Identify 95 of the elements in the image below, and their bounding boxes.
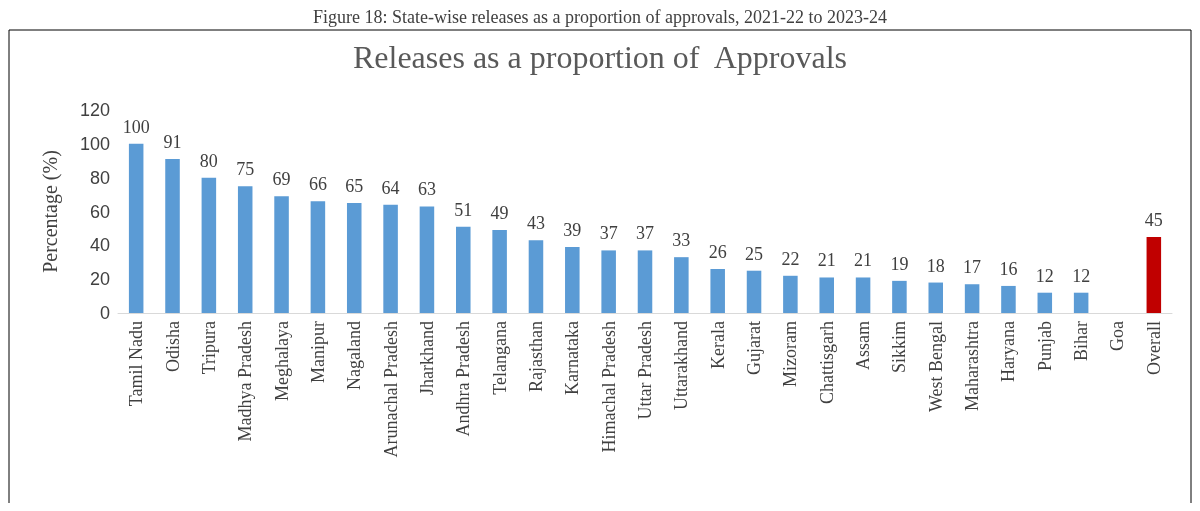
x-tick-label: Tripura [198,320,219,375]
x-tick-label: Telangana [489,321,510,395]
bar [237,186,253,313]
bar [165,159,180,313]
x-tick-label: Nagaland [344,321,365,390]
bar [128,143,144,313]
y-tick-label: 40 [89,235,110,256]
y-tick-label: 0 [99,303,110,323]
bar [419,206,435,313]
bar [310,201,326,313]
data-label: 21 [854,250,873,271]
x-tick-label: Kerala [707,321,728,369]
x-tick-label: Meghalaya [271,321,292,401]
data-label: 37 [636,223,654,244]
data-label: 80 [199,150,218,171]
data-label: 19 [890,253,909,274]
x-tick-label: Bihar [1071,321,1092,361]
bar [1001,285,1016,313]
x-tick-label: Himachal Pradesh [598,321,619,453]
data-label: 26 [708,242,727,263]
data-label: 43 [526,213,545,234]
x-tick-label: Punjab [1034,321,1055,372]
x-tick-label: Overall [1143,321,1164,375]
x-tick-label: Gujarat [744,321,765,375]
bar [674,257,689,313]
data-label: 21 [817,250,836,271]
bar [928,282,944,313]
x-tick-label: Madhya Pradesh [235,321,256,442]
data-label: 91 [163,132,182,153]
data-label: 12 [1072,265,1091,286]
y-tick-label: 80 [89,167,110,188]
x-tick-label: Chattisgarh [816,321,837,404]
data-label: 33 [672,230,691,251]
x-tick-label: Tamil Nadu [126,321,147,407]
data-label: 18 [926,255,945,276]
x-tick-label: Assam [853,321,874,370]
x-tick-label: Goa [1107,321,1128,351]
bar [528,240,544,313]
bar [201,177,217,313]
data-label: 65 [345,176,364,197]
bar [274,196,289,313]
caption: Figure 18: State-wise releases as a proportion of approvals, 2021-22 to 2023-24 [313,7,887,27]
bar [1073,292,1089,313]
x-tick-label: Jharkhand [416,321,437,395]
bar [565,247,580,313]
y-axis-title: Percentage (%) [39,150,62,273]
bar [819,277,834,313]
bar [492,230,507,313]
bar [710,269,725,313]
x-tick-label: Uttarakhand [671,321,692,410]
y-tick-label: 100 [79,133,110,154]
x-tick-label: Mizoram [780,321,801,387]
data-label: 45 [1144,209,1163,230]
bar [346,203,362,313]
x-tick-label: Arunachal Pradesh [380,321,401,458]
x-tick-label: Rajasthan [525,321,546,392]
y-tick-label: 60 [89,201,110,222]
data-label: 69 [272,169,291,190]
bar [1037,292,1053,313]
x-tick-label: West Bengal [925,321,946,413]
data-label: 51 [454,199,473,220]
bar [456,226,471,313]
bar [383,204,398,313]
data-label: 12 [1035,265,1054,286]
y-tick-label: 20 [89,269,110,290]
x-tick-label: Uttar Pradesh [635,321,655,420]
bar [601,250,616,313]
y-tick-label: 120 [79,100,110,120]
x-tick-label: Odisha [162,321,183,372]
bar [783,275,798,313]
bar [855,277,871,313]
data-label: 63 [417,179,436,200]
data-label: 39 [563,220,582,241]
data-label: 37 [599,223,618,244]
data-label: 16 [999,258,1018,279]
bar [964,284,980,313]
x-tick-label: Sikkim [889,321,910,374]
x-tick-label: Haryana [998,321,1019,382]
data-label: 22 [781,248,800,269]
bar [892,280,907,313]
bar [1146,236,1162,313]
data-label: 100 [122,116,150,137]
data-label: 64 [381,177,400,198]
data-label: 25 [745,243,764,264]
x-tick-label: Karnataka [562,320,583,395]
data-label: 49 [490,203,509,224]
data-label: 75 [236,159,255,180]
bar [637,250,653,313]
data-label: 17 [963,257,982,278]
x-tick-label: Maharashtra [962,321,983,411]
data-label: 66 [308,174,327,195]
chart-title: Releases as a proportion of Approvals [352,39,848,75]
bar [746,270,762,313]
x-tick-label: Manipur [307,321,328,383]
x-tick-label: Andhra Pradesh [453,321,474,437]
